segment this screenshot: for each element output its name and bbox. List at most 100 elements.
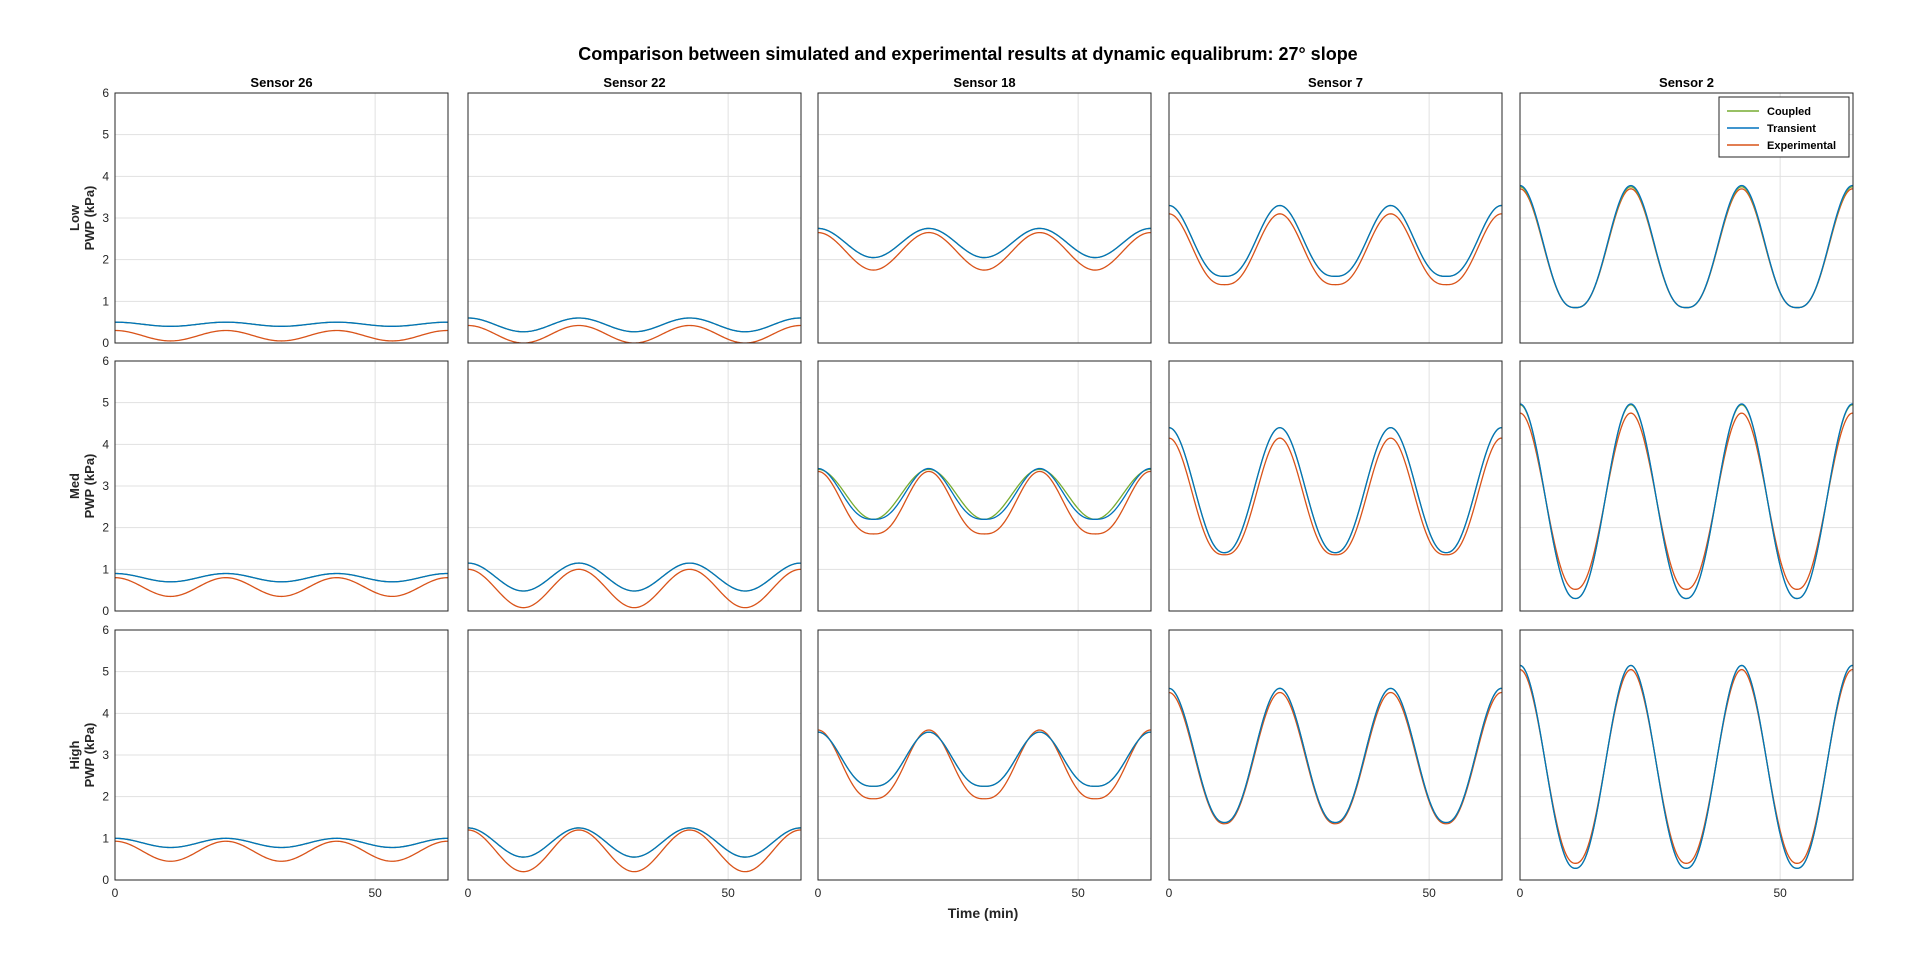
experimental-line xyxy=(1520,412,1853,590)
legend: Coupled Transient Experimental xyxy=(1718,96,1850,158)
experimental-line xyxy=(1169,437,1502,556)
transient-line xyxy=(115,837,448,849)
x-tick-label: 0 xyxy=(1517,886,1524,900)
row-label: Low xyxy=(67,204,82,231)
column-title: Sensor 7 xyxy=(1308,75,1363,90)
y-tick-label: 2 xyxy=(102,790,109,804)
axes-frame xyxy=(114,360,449,612)
x-tick-label: 0 xyxy=(465,886,472,900)
axes-frame xyxy=(1168,92,1503,344)
transient-line xyxy=(468,827,801,858)
experimental-line xyxy=(818,231,1151,271)
transient-line xyxy=(1169,427,1502,554)
y-tick-label: 2 xyxy=(102,521,109,535)
y-tick-label: 6 xyxy=(102,623,109,637)
axes-frame xyxy=(114,629,449,881)
experimental-line xyxy=(1520,668,1853,864)
column-title: Sensor 18 xyxy=(953,75,1015,90)
x-tick-label: 0 xyxy=(815,886,822,900)
subplot-high-sensor-26: 0 1 2 3 4 5 6 High PWP (kPa) 0 50 xyxy=(67,623,449,900)
y-tick-label: 5 xyxy=(102,396,109,410)
transient-line xyxy=(1520,403,1853,600)
x-tick-label: 50 xyxy=(1071,886,1085,900)
x-tick-label: 50 xyxy=(1422,886,1436,900)
subplot-med-sensor-2 xyxy=(1519,360,1854,612)
y-tick-label: 5 xyxy=(102,665,109,679)
axes-frame xyxy=(817,360,1152,612)
subplot-high-sensor-7: 0 50 xyxy=(1166,629,1503,900)
column-title: Sensor 22 xyxy=(603,75,665,90)
y-tick-label: 3 xyxy=(102,748,109,762)
subplot-high-sensor-18: 0 50 xyxy=(815,629,1152,900)
subplot-med-sensor-7 xyxy=(1168,360,1503,612)
y-tick-label: 4 xyxy=(102,706,109,720)
legend-label-coupled: Coupled xyxy=(1767,106,1811,118)
experimental-line xyxy=(1169,213,1502,286)
y-tick-label: 6 xyxy=(102,354,109,368)
x-tick-label: 50 xyxy=(368,886,382,900)
transient-line xyxy=(115,321,448,327)
axes-frame xyxy=(1519,92,1854,344)
x-tick-label: 0 xyxy=(112,886,119,900)
transient-line xyxy=(1169,204,1502,277)
transient-line xyxy=(1520,664,1853,869)
subplot-low-sensor-7: Sensor 7 xyxy=(1168,75,1503,344)
row-label: High xyxy=(67,741,82,770)
experimental-line xyxy=(818,729,1151,800)
experimental-line xyxy=(468,568,801,609)
y-tick-label: 0 xyxy=(102,336,109,350)
experimental-line xyxy=(115,577,448,598)
y-tick-label: 1 xyxy=(102,562,109,576)
y-axis-unit-label: PWP (kPa) xyxy=(82,454,97,519)
axes-frame xyxy=(817,629,1152,881)
experimental-line xyxy=(115,840,448,862)
subplot-low-sensor-26: Sensor 26 0 1 2 3 4 5 6 Low PWP (kPa) xyxy=(67,75,449,350)
experimental-line xyxy=(818,470,1151,535)
axes-frame xyxy=(467,629,802,881)
experimental-line xyxy=(1169,691,1502,825)
y-axis-unit-label: PWP (kPa) xyxy=(82,723,97,788)
figure-title: Comparison between simulated and experim… xyxy=(578,44,1357,64)
subplot-med-sensor-18 xyxy=(817,360,1152,612)
column-title: Sensor 2 xyxy=(1659,75,1714,90)
y-tick-label: 1 xyxy=(102,831,109,845)
y-tick-label: 0 xyxy=(102,604,109,618)
subplot-high-sensor-22: 0 50 xyxy=(465,629,802,900)
subplot-med-sensor-26: 0 1 2 3 4 5 6 Med PWP (kPa) xyxy=(67,354,449,618)
subplot-low-sensor-2: Sensor 2 Coupled Transient Experimental xyxy=(1519,75,1854,344)
y-tick-label: 6 xyxy=(102,86,109,100)
y-tick-label: 2 xyxy=(102,253,109,267)
x-tick-label: 50 xyxy=(721,886,735,900)
experimental-line xyxy=(115,329,448,342)
y-tick-label: 3 xyxy=(102,211,109,225)
y-tick-label: 0 xyxy=(102,873,109,887)
x-axis-label: Time (min) xyxy=(948,905,1019,921)
axes-frame xyxy=(1519,629,1854,881)
transient-line xyxy=(468,562,801,592)
axes-frame xyxy=(1168,360,1503,612)
transient-line xyxy=(818,227,1151,259)
x-tick-label: 50 xyxy=(1773,886,1787,900)
axes-frame xyxy=(467,360,802,612)
y-tick-label: 3 xyxy=(102,479,109,493)
legend-label-experimental: Experimental xyxy=(1767,140,1836,152)
transient-line xyxy=(1520,184,1853,309)
legend-box xyxy=(1718,96,1850,158)
subplot-low-sensor-18: Sensor 18 xyxy=(817,75,1152,344)
y-tick-label: 4 xyxy=(102,437,109,451)
experimental-line xyxy=(468,829,801,873)
transient-line xyxy=(468,317,801,333)
column-title: Sensor 26 xyxy=(250,75,312,90)
subplot-low-sensor-22: Sensor 22 xyxy=(467,75,802,344)
subplot-med-sensor-22 xyxy=(467,360,802,612)
legend-label-transient: Transient xyxy=(1767,123,1816,135)
axes-frame xyxy=(1168,629,1503,881)
y-tick-label: 5 xyxy=(102,128,109,142)
transient-line xyxy=(818,467,1151,520)
axes-frame xyxy=(467,92,802,344)
axes-frame xyxy=(1519,360,1854,612)
subplot-high-sensor-2: 0 50 xyxy=(1517,629,1854,900)
y-tick-label: 4 xyxy=(102,169,109,183)
